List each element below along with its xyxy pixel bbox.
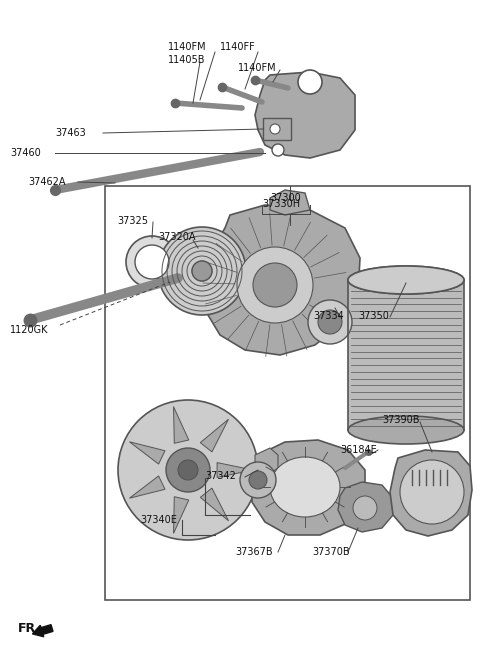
Circle shape (158, 227, 246, 315)
Circle shape (270, 124, 280, 134)
Polygon shape (130, 441, 165, 464)
Circle shape (166, 448, 210, 492)
Circle shape (318, 310, 342, 334)
Polygon shape (217, 462, 253, 478)
Text: 36184E: 36184E (340, 445, 377, 455)
Polygon shape (174, 497, 189, 533)
Text: FR.: FR. (18, 621, 41, 634)
Bar (105, 186, 470, 600)
Polygon shape (270, 190, 310, 215)
Ellipse shape (348, 266, 464, 294)
Text: 37300: 37300 (270, 193, 301, 203)
Text: 37462A: 37462A (28, 177, 65, 187)
Polygon shape (130, 476, 165, 498)
Circle shape (308, 300, 352, 344)
Bar (348, 280, 464, 430)
Text: 37325: 37325 (117, 216, 148, 226)
Polygon shape (200, 205, 360, 355)
Polygon shape (255, 448, 278, 475)
Text: 37370B: 37370B (312, 547, 349, 557)
Text: 37460: 37460 (10, 148, 41, 158)
Circle shape (135, 245, 169, 279)
Text: 1140FM: 1140FM (238, 63, 276, 73)
Circle shape (240, 462, 276, 498)
Circle shape (178, 460, 198, 480)
Circle shape (249, 471, 267, 489)
Text: 37350: 37350 (358, 311, 389, 321)
Text: 37320A: 37320A (158, 232, 195, 242)
Text: 1140FM: 1140FM (168, 42, 206, 52)
Text: 37367B: 37367B (235, 547, 273, 557)
Circle shape (298, 70, 322, 94)
Polygon shape (338, 482, 393, 532)
Ellipse shape (270, 457, 340, 517)
Text: 37463: 37463 (55, 128, 86, 138)
Polygon shape (252, 440, 365, 535)
Text: 1140FF: 1140FF (220, 42, 256, 52)
Polygon shape (174, 407, 189, 443)
Circle shape (126, 236, 178, 288)
Circle shape (253, 263, 297, 307)
Ellipse shape (348, 266, 464, 294)
Text: 37390B: 37390B (382, 415, 420, 425)
Polygon shape (200, 419, 228, 452)
Text: 37334: 37334 (313, 311, 344, 321)
Text: 37342: 37342 (205, 471, 236, 481)
Circle shape (400, 460, 464, 524)
Circle shape (272, 144, 284, 156)
Circle shape (353, 496, 377, 520)
Circle shape (118, 400, 258, 540)
Polygon shape (390, 450, 472, 536)
Circle shape (192, 261, 212, 281)
Polygon shape (255, 72, 355, 158)
Circle shape (237, 247, 313, 323)
FancyArrow shape (33, 625, 53, 637)
Text: 11405B: 11405B (168, 55, 205, 65)
Bar (263, 118, 291, 140)
Text: 37330H: 37330H (262, 199, 300, 209)
Text: 1120GK: 1120GK (10, 325, 48, 335)
Polygon shape (200, 488, 228, 521)
Ellipse shape (348, 416, 464, 444)
Text: 37340E: 37340E (140, 515, 177, 525)
